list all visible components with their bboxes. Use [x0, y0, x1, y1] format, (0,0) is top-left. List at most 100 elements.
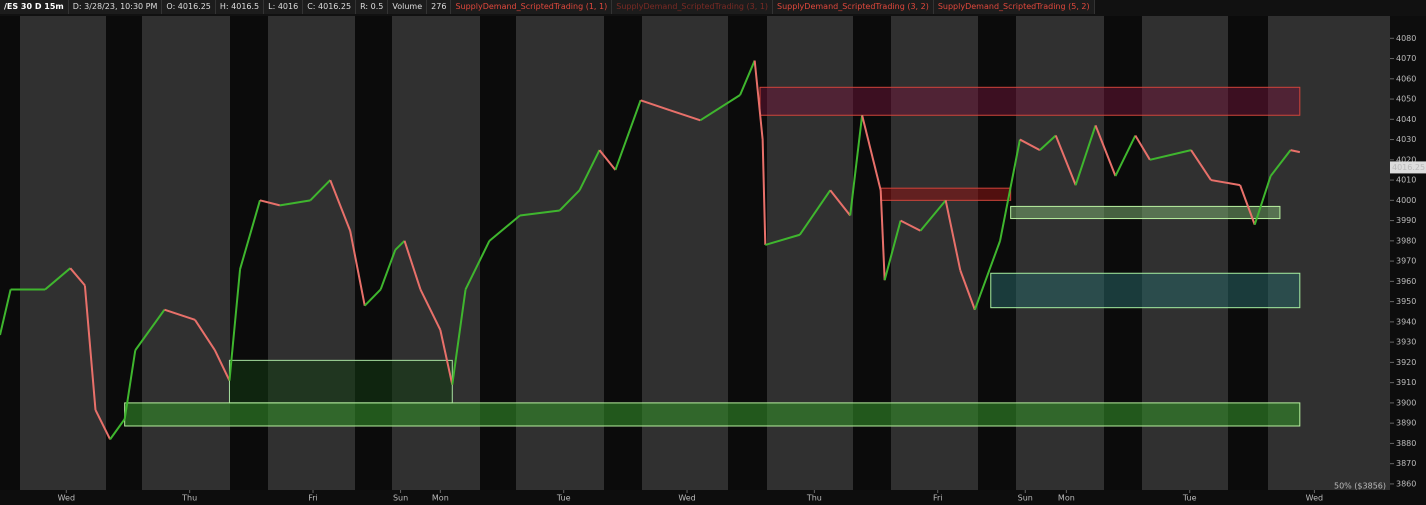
x-tick-label: Mon	[1058, 494, 1075, 503]
y-tick-label: 3860	[1396, 479, 1416, 488]
x-tick-label: Wed	[58, 494, 75, 503]
price-segment	[879, 190, 886, 281]
price-segment	[761, 139, 767, 245]
price-segment	[213, 349, 231, 382]
price-segment	[394, 240, 406, 251]
zone	[228, 359, 453, 404]
price-segment	[379, 249, 397, 290]
price-segment	[259, 199, 281, 207]
price-segment	[1094, 125, 1117, 177]
last-price-box	[1390, 161, 1426, 174]
ohlc-field: H: 4016.5	[215, 0, 265, 14]
price-segment	[1054, 135, 1077, 186]
x-tick-label: Sun	[393, 494, 408, 503]
price-segment	[464, 240, 491, 290]
price-segment	[944, 200, 962, 271]
price-segment	[739, 60, 756, 96]
price-segment	[239, 200, 261, 270]
price-segment	[44, 267, 71, 291]
price-segment	[1149, 149, 1192, 161]
price-segment	[699, 94, 741, 122]
price-segment	[83, 285, 97, 411]
y-tick-label: 4060	[1396, 74, 1416, 83]
price-segment	[194, 319, 216, 351]
price-segment	[959, 269, 976, 311]
y-tick-label: 4070	[1396, 54, 1416, 63]
y-tick-label: 3910	[1396, 378, 1416, 387]
price-segment	[1074, 125, 1097, 186]
price-segment	[329, 179, 352, 232]
price-segment	[1290, 149, 1301, 154]
y-tick-label: 3960	[1396, 277, 1416, 286]
price-segment	[164, 308, 196, 321]
y-tick-label: 3870	[1396, 459, 1416, 468]
price-segment	[1253, 175, 1272, 225]
x-tick-label: Wed	[678, 494, 695, 503]
y-tick-label: 4000	[1396, 196, 1416, 205]
price-segment	[403, 240, 422, 290]
price-segment	[1239, 184, 1256, 225]
price-segment	[861, 115, 882, 191]
price-segment	[598, 149, 617, 171]
price-segment	[973, 240, 1001, 311]
symbol[interactable]: /ES 30 D 15m	[0, 0, 69, 14]
y-tick-label: 4080	[1396, 34, 1416, 43]
y-tick-label: 4040	[1396, 115, 1416, 124]
x-tick-label: Thu	[806, 494, 822, 503]
price-segment	[1134, 134, 1151, 161]
zone	[124, 402, 1301, 427]
price-segment	[94, 409, 111, 440]
study-label: SupplyDemand_ScriptedTrading (1, 1)	[451, 0, 613, 14]
y-tick-label: 4020	[1396, 155, 1416, 164]
volume-label: Volume	[388, 0, 428, 14]
ohlc-field: C: 4016.25	[303, 0, 357, 14]
price-segment	[1190, 149, 1212, 181]
price-segment	[134, 309, 166, 351]
zone	[1010, 205, 1281, 220]
price-segment	[309, 179, 331, 202]
price-segment	[1039, 134, 1057, 151]
night-band	[0, 16, 20, 490]
y-tick-label: 3980	[1396, 236, 1416, 245]
zone	[990, 272, 1301, 309]
y-tick-label: 3940	[1396, 317, 1416, 326]
study-label: SupplyDemand_ScriptedTrading (3, 2)	[773, 0, 934, 14]
y-tick-label: 3930	[1396, 338, 1416, 347]
study-label: SupplyDemand_ScriptedTrading (3, 1)	[612, 0, 774, 14]
volume-value: 276	[427, 0, 452, 14]
zone	[759, 86, 1301, 116]
price-segment	[69, 267, 86, 287]
y-tick-label: 4030	[1396, 135, 1416, 144]
price-segment	[900, 219, 921, 232]
x-axis-bg	[0, 490, 1426, 505]
price-segment	[999, 139, 1021, 242]
x-tick-label: Mon	[432, 494, 449, 503]
ohlc-field: L: 4016	[264, 0, 304, 14]
price-segment	[279, 199, 311, 207]
price-segment	[849, 115, 864, 216]
price-segment	[1210, 179, 1241, 187]
price-segment	[883, 220, 902, 281]
x-tick-label: Tue	[556, 494, 571, 503]
y-tick-label: 3880	[1396, 439, 1416, 448]
price-segment	[364, 288, 382, 307]
x-tick-label: Fri	[933, 494, 943, 503]
y-axis-bg	[1390, 16, 1426, 490]
price-segment	[488, 214, 521, 242]
price-segment	[829, 189, 851, 217]
zone	[880, 187, 1012, 201]
x-tick-label: Wed	[1306, 494, 1323, 503]
x-tick-label: Thu	[181, 494, 197, 503]
price-segment	[123, 350, 137, 420]
y-tick-label: 3970	[1396, 257, 1416, 266]
x-tick-label: Fri	[308, 494, 318, 503]
price-segment	[919, 199, 947, 232]
price-segment	[228, 269, 242, 381]
y-tick-label: 4010	[1396, 176, 1416, 185]
price-segment	[640, 99, 671, 112]
price-segment	[753, 60, 764, 140]
y-tick-label: 3900	[1396, 398, 1416, 407]
price-segment	[349, 230, 366, 306]
y-tick-label: 3890	[1396, 419, 1416, 428]
